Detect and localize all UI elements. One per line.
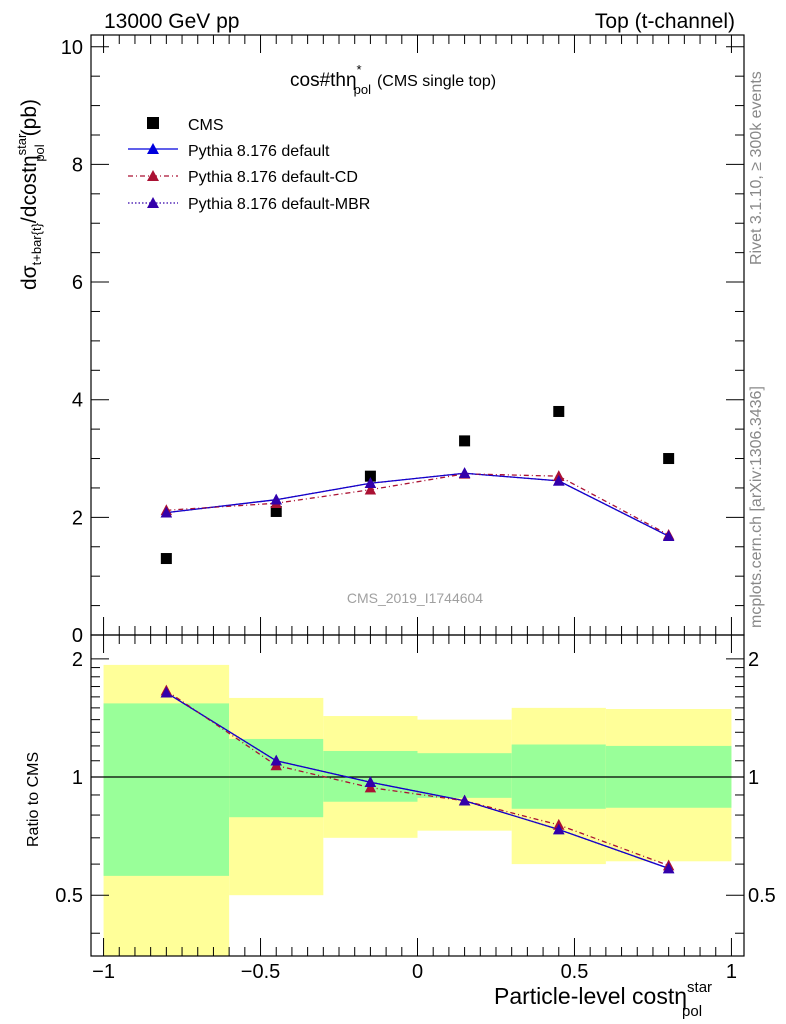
rivet-label: Rivet 3.1.10, ≥ 300k events <box>748 71 765 265</box>
pythia-8-176-default-cd-marker <box>364 483 377 495</box>
ratio-y-tick-label: 2 <box>72 649 83 671</box>
legend: CMS Pythia 8.176 default Pythia 8.176 de… <box>128 117 370 213</box>
ratio-uncertainty-bands <box>103 664 732 956</box>
analysis-watermark: CMS_2019_I1744604 <box>347 590 483 606</box>
pythia-8-176-default-mbr-line <box>166 472 669 537</box>
ratio-y-tick-label: 1 <box>72 767 83 789</box>
inner-uncertainty-band <box>229 738 324 818</box>
cms-data-point <box>160 553 172 565</box>
main-y-ticks: 0 2 4 6 8 10 <box>61 37 744 647</box>
main-plot-layer <box>160 405 675 565</box>
pythia-8-176-default-cd-line <box>166 473 669 536</box>
x-tick-label: −0.5 <box>241 961 280 983</box>
legend-cms-marker <box>147 117 159 129</box>
header-right: Top (t-channel) <box>595 10 735 33</box>
pythia-8-176-default-mbr-marker <box>458 467 471 479</box>
main-y-tick-label: 6 <box>72 272 83 294</box>
x-tick-label: 1 <box>726 961 737 983</box>
ratio-y-tick-label-right: 1 <box>748 767 759 789</box>
ratio-pythia-8-176-default-mbr-marker <box>270 754 282 766</box>
ratio-panel: 0.5 0.5 1 1 2 2 −1 −0.5 0 0.5 1 Ratio to CMS Part… <box>25 634 776 1020</box>
legend-cms-label: CMS <box>188 117 224 134</box>
pythia-8-176-default-mbr-marker <box>553 474 565 486</box>
cms-data-point <box>553 405 565 417</box>
ratio-y-ticks: 0.5 0.5 1 1 2 2 <box>55 649 776 934</box>
ratio-y-tick-label-right: 0.5 <box>748 885 776 907</box>
ratio-pythia-8-176-default-mbr-marker <box>364 776 377 788</box>
x-tick-label: 0.5 <box>561 961 589 983</box>
cms-data-point <box>270 505 282 517</box>
main-y-tick-label: 10 <box>61 37 83 59</box>
pythia-8-176-default-mbr-marker <box>270 493 282 505</box>
ratio-pythia-8-176-default-cd-line <box>165 690 669 867</box>
cms-data-point <box>364 470 376 482</box>
x-axis-title: Particle-level costηstar pol <box>494 979 712 1020</box>
pythia-8-176-default-mbr-marker <box>662 530 675 541</box>
main-y-tick-label: 2 <box>72 507 83 529</box>
ratio-y-tick-label-right: 2 <box>748 649 759 671</box>
cms-data-point <box>663 453 675 465</box>
x-tick-label: 0 <box>412 961 423 983</box>
ratio-pythia-8-176-default-mbr-line <box>166 692 669 870</box>
ratio-pythia-8-176-default-mbr-marker <box>458 794 471 806</box>
legend-cd-marker <box>147 170 159 181</box>
main-y-axis-title: dσt+bar{t}/dcostηstar pol(pb) <box>14 99 47 290</box>
main-x-ticks <box>103 35 732 635</box>
legend-cd-label: Pythia 8.176 default-CD <box>188 169 358 186</box>
main-y-tick-label: 8 <box>72 154 83 176</box>
main-y-tick-label: 4 <box>72 390 83 412</box>
inner-uncertainty-band <box>417 753 512 798</box>
ratio-pythia-8-176-default-mbr-marker <box>553 823 565 835</box>
plot-title: cos#thη* pol (CMS single top) <box>290 62 496 97</box>
ratio-plot-layer <box>91 684 744 874</box>
ratio-y-tick-label: 0.5 <box>55 885 83 907</box>
pythia-8-176-default-mbr-marker <box>364 477 377 489</box>
pythia-8-176-default-mbr-marker <box>160 506 173 518</box>
legend-mbr-label: Pythia 8.176 default-MBR <box>188 196 370 213</box>
header-left: 13000 GeV pp <box>104 10 239 33</box>
ratio-x-ticks: −1 −0.5 0 0.5 1 <box>92 635 737 983</box>
ratio-pythia-8-176-default-mbr-marker <box>662 862 675 874</box>
legend-default-label: Pythia 8.176 default <box>188 143 330 160</box>
pythia-8-176-default-line <box>166 472 669 537</box>
main-y-tick-label: 0 <box>72 625 83 647</box>
inner-uncertainty-band <box>103 703 230 876</box>
legend-mbr-marker <box>147 197 159 208</box>
x-tick-label: −1 <box>92 961 115 983</box>
ratio-pythia-8-176-default-mbr-marker <box>160 686 173 698</box>
cms-data-point <box>459 435 471 447</box>
mcplots-label: mcplots.cern.ch [arXiv:1306.3436] <box>748 386 765 628</box>
main-panel: 0 2 4 6 8 10 cos#thη* pol (CMS single top) CMS_… <box>14 34 745 647</box>
legend-default-marker <box>147 143 159 154</box>
ratio-y-axis-title: Ratio to CMS <box>25 752 42 847</box>
